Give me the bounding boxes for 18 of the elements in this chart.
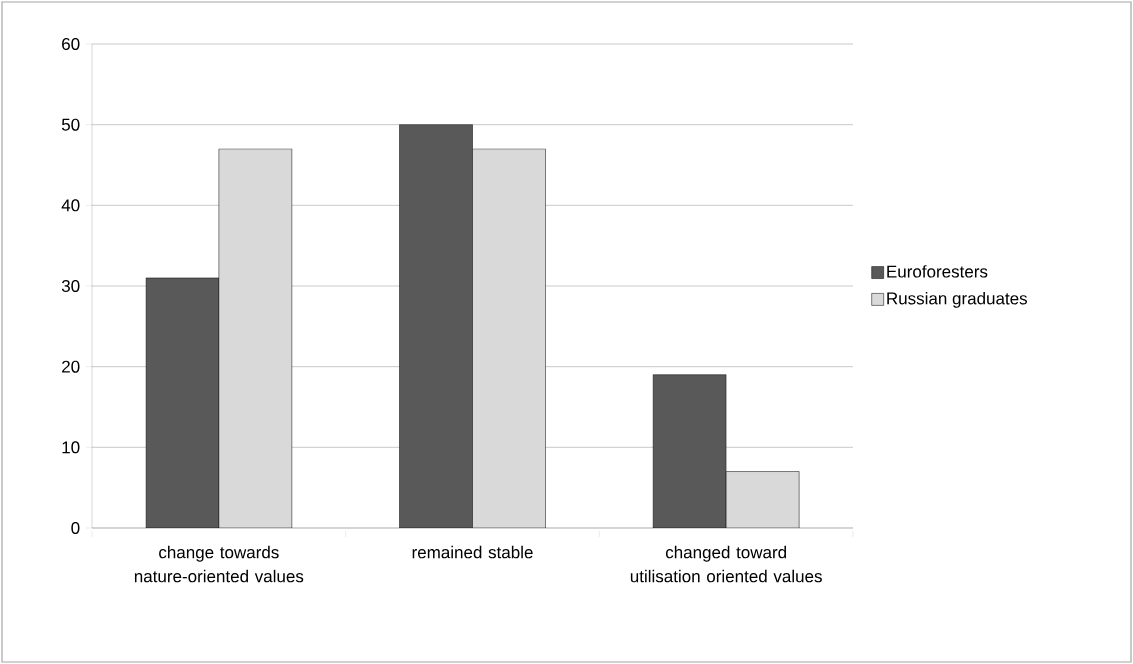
x-tick-label: change towards nature-oriented values — [134, 545, 304, 583]
legend-label: Russian graduates — [887, 291, 1028, 308]
bar — [472, 148, 546, 528]
bar — [652, 374, 727, 528]
y-tick-label: 0 — [71, 521, 80, 535]
y-tick-label: 50 — [61, 118, 80, 131]
bar — [145, 277, 220, 528]
bar — [218, 148, 293, 528]
y-tick-label: 20 — [62, 360, 80, 373]
y-tick-label: 30 — [61, 279, 80, 293]
x-tick-label: remained stable — [412, 545, 533, 559]
x-tick-label: changed toward utilisation oriented values — [630, 545, 822, 583]
bar — [399, 124, 473, 528]
y-tick-label: 10 — [62, 441, 80, 454]
y-tick-label: 40 — [61, 199, 80, 212]
legend-label: Euroforesters — [887, 265, 988, 278]
y-tick-label: 60 — [62, 37, 80, 51]
bar — [725, 471, 800, 528]
